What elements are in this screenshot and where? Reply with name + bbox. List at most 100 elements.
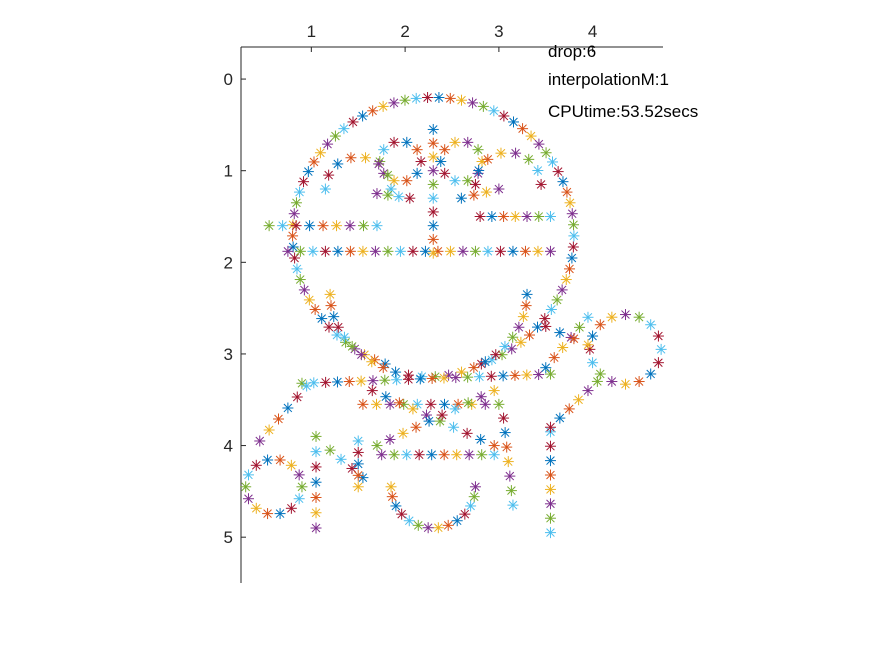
data-point	[540, 362, 552, 374]
data-point	[410, 421, 422, 433]
data-point	[444, 245, 456, 257]
data-point	[523, 153, 535, 165]
data-point	[282, 245, 294, 257]
data-point	[449, 175, 461, 187]
data-point	[310, 491, 322, 503]
data-point	[332, 245, 344, 257]
data-point	[369, 245, 381, 257]
data-point	[399, 94, 411, 106]
data-point	[393, 397, 405, 409]
data-point	[488, 385, 500, 397]
data-point	[425, 398, 437, 410]
data-point	[566, 208, 578, 220]
data-point	[410, 92, 422, 104]
data-point	[556, 284, 568, 296]
data-point	[557, 176, 569, 188]
data-point	[324, 288, 336, 300]
data-point	[404, 192, 416, 204]
data-point	[468, 491, 480, 503]
data-point	[343, 376, 355, 388]
data-point	[507, 116, 519, 128]
data-point	[468, 189, 480, 201]
data-point	[655, 343, 667, 355]
annotation-drop: drop:6	[548, 42, 596, 61]
data-point	[444, 92, 456, 104]
data-point	[388, 449, 400, 461]
data-point	[277, 220, 289, 232]
data-point	[379, 374, 391, 386]
data-point	[347, 116, 359, 128]
data-point	[535, 178, 547, 190]
data-point	[398, 398, 410, 410]
data-point	[552, 166, 564, 178]
data-point	[517, 311, 529, 323]
data-point	[413, 449, 425, 461]
data-point	[289, 252, 301, 264]
data-point	[475, 433, 487, 445]
data-point	[472, 144, 484, 156]
data-point	[371, 398, 383, 410]
data-point	[323, 321, 335, 333]
data-point	[429, 371, 441, 383]
data-point	[539, 313, 551, 325]
annotation-cputime: CPUtime:53.52secs	[548, 102, 698, 121]
data-point	[355, 375, 367, 387]
data-point	[554, 327, 566, 339]
data-point	[242, 493, 254, 505]
data-point	[262, 454, 274, 466]
data-point	[509, 211, 521, 223]
data-point	[411, 144, 423, 156]
data-point	[357, 110, 369, 122]
data-point	[540, 320, 552, 332]
data-point	[533, 369, 545, 381]
data-point	[319, 183, 331, 195]
data-point	[521, 211, 533, 223]
data-point	[388, 97, 400, 109]
y-tick-label: 3	[224, 345, 233, 364]
data-point	[427, 206, 439, 218]
data-point	[495, 147, 507, 159]
data-point	[298, 176, 310, 188]
data-point	[476, 156, 488, 168]
data-point	[457, 245, 469, 257]
data-point	[439, 167, 451, 179]
data-point	[544, 469, 556, 481]
data-point	[288, 208, 300, 220]
data-point	[324, 444, 336, 456]
data-point	[240, 481, 252, 493]
data-point	[310, 476, 322, 488]
data-point	[263, 424, 275, 436]
data-point	[498, 412, 510, 424]
data-point	[432, 245, 444, 257]
data-point	[378, 144, 390, 156]
data-point	[393, 191, 405, 203]
data-point	[254, 435, 266, 447]
data-point	[388, 136, 400, 148]
data-point	[401, 175, 413, 187]
data-point	[329, 130, 341, 142]
data-point	[499, 427, 511, 439]
data-point	[456, 94, 468, 106]
data-point	[273, 413, 285, 425]
data-point	[567, 241, 579, 253]
data-point	[488, 440, 500, 452]
data-point	[459, 508, 471, 520]
data-point	[426, 449, 438, 461]
data-point	[427, 151, 439, 163]
data-point	[560, 274, 572, 286]
data-point	[352, 469, 364, 481]
data-point	[493, 183, 505, 195]
data-point	[619, 378, 631, 390]
data-point	[594, 368, 606, 380]
data-point	[568, 219, 580, 231]
data-point	[521, 369, 533, 381]
data-point	[414, 373, 426, 385]
data-point	[377, 100, 389, 112]
data-point	[310, 446, 322, 458]
data-point	[427, 123, 439, 135]
data-point	[564, 263, 576, 275]
data-point	[456, 366, 468, 378]
data-point	[497, 370, 509, 382]
data-point	[427, 247, 439, 259]
data-point	[250, 502, 262, 514]
